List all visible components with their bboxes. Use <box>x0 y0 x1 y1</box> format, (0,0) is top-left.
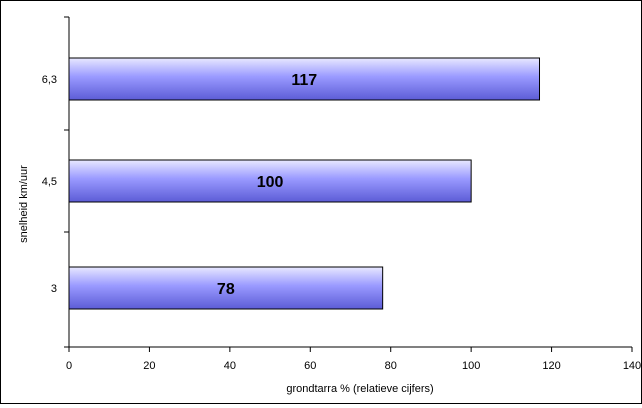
bar <box>68 266 384 310</box>
x-tick-label: 120 <box>542 360 560 372</box>
bar <box>68 57 541 101</box>
y-tick-label: 3 <box>51 283 57 295</box>
x-tick-label: 0 <box>66 360 72 372</box>
x-tick-label: 40 <box>224 360 236 372</box>
x-axis-title: grondtarra % (relatieve cijfers) <box>286 383 433 395</box>
bar-data-label: 78 <box>217 281 235 298</box>
bar-data-label: 117 <box>291 72 317 89</box>
bar-data-label: 100 <box>257 174 284 191</box>
y-axis-title: snelheid km/uur <box>18 165 30 243</box>
bars <box>68 57 541 310</box>
y-tick-label: 4,5 <box>42 176 57 188</box>
y-tick-label: 6,3 <box>42 74 57 86</box>
x-tick-label: 100 <box>462 360 480 372</box>
x-tick-label: 20 <box>143 360 155 372</box>
x-tick-label: 80 <box>385 360 397 372</box>
x-tick-label: 60 <box>304 360 316 372</box>
bar <box>68 159 472 203</box>
labels: 0 20 40 60 80 100 120 140 6,3 117 4,5 100 3 78 <box>42 72 641 372</box>
x-tick-label: 140 <box>623 360 641 372</box>
